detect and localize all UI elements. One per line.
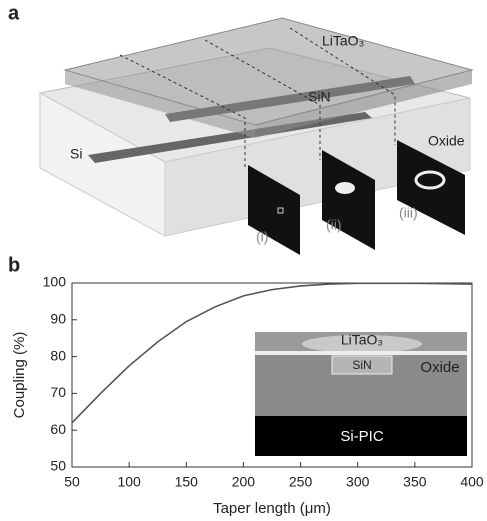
x-tick-label: 350 — [403, 474, 427, 490]
cut-lines — [119, 27, 396, 170]
y-tick-label: 80 — [50, 347, 66, 363]
data-line — [71, 282, 473, 424]
y-tick-label: 100 — [43, 274, 67, 290]
x-tick-label: 300 — [346, 474, 370, 490]
inset-sin — [331, 355, 393, 375]
y-tick-label: 70 — [50, 384, 66, 400]
x-tick-label: 250 — [289, 474, 313, 490]
y-tick-label: 50 — [50, 458, 66, 474]
x-tick-label: 400 — [460, 474, 484, 490]
mode-spot — [277, 207, 284, 214]
inset-label: SiN — [352, 358, 371, 372]
litao3-edge — [65, 70, 255, 138]
x-axis-label: Taper length (μm) — [213, 500, 331, 517]
mode-spot — [414, 170, 446, 190]
panel-label: a — [8, 2, 20, 24]
x-tick-label: 100 — [117, 474, 141, 490]
litao3-edge — [255, 70, 472, 138]
plot-frame — [71, 282, 473, 468]
y-tick-label: 90 — [50, 311, 66, 327]
layer-label: SiN — [308, 89, 331, 105]
layer-label: LiTaO₃ — [322, 33, 364, 49]
inset-label: Oxide — [420, 359, 459, 376]
x-tick-label: 200 — [232, 474, 256, 490]
mode-label: (iii) — [399, 205, 418, 221]
y-tick-label: 60 — [50, 421, 66, 437]
layer-label: Oxide — [428, 133, 465, 149]
inset-label: Si-PIC — [340, 428, 384, 445]
inset-mode — [302, 335, 422, 353]
y-axis-label: Coupling (%) — [11, 332, 28, 419]
mode-image — [322, 150, 375, 250]
mode-label: (ii) — [326, 217, 342, 233]
inset-layer — [255, 351, 467, 355]
inset-label: LiTaO₃ — [341, 332, 383, 348]
inset-si-pic — [255, 416, 467, 456]
sin-waveguide — [165, 76, 415, 122]
mode-label: (i) — [256, 229, 268, 245]
mode-spot — [335, 182, 355, 194]
mode-image — [248, 165, 300, 255]
x-tick-label: 50 — [64, 474, 80, 490]
panel-label: b — [8, 254, 20, 276]
layer-label: Si — [70, 146, 82, 162]
oxide-front — [164, 97, 471, 237]
x-tick-label: 150 — [175, 474, 199, 490]
